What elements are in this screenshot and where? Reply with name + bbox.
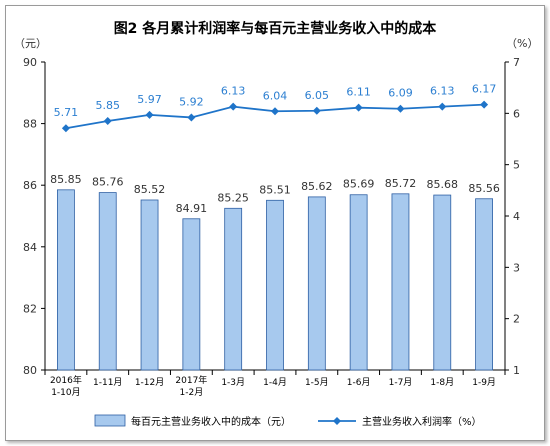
x-tick-label: 1-5月 bbox=[305, 377, 329, 388]
bar-value-label: 85.72 bbox=[385, 177, 417, 190]
x-tick-label: 1-3月 bbox=[221, 377, 245, 388]
x-tick-label: 1-12月 bbox=[135, 377, 164, 388]
line-value-label: 5.85 bbox=[95, 99, 120, 112]
legend-line-label: 主营业务收入利润率（%） bbox=[362, 415, 482, 428]
bar bbox=[475, 198, 493, 371]
bar-value-label: 85.62 bbox=[301, 180, 333, 193]
left-tick-label: 82 bbox=[23, 302, 37, 315]
x-tick-label: 1-6月 bbox=[347, 377, 371, 388]
bar-value-label: 85.56 bbox=[468, 182, 500, 195]
x-tick-label: 2017年 bbox=[175, 374, 207, 386]
left-tick-label: 88 bbox=[23, 118, 37, 131]
line-point bbox=[229, 102, 238, 111]
bar bbox=[391, 193, 410, 371]
x-tick-label: 1-8月 bbox=[430, 377, 454, 388]
bar-value-label: 84.91 bbox=[176, 202, 208, 215]
x-tick-label: 1-2月 bbox=[180, 387, 204, 398]
legend-bar-swatch bbox=[94, 414, 126, 427]
line-point bbox=[396, 104, 405, 113]
line-value-label: 6.13 bbox=[221, 85, 246, 98]
bar bbox=[307, 196, 326, 371]
line-point bbox=[271, 107, 279, 116]
left-tick-label: 84 bbox=[23, 241, 37, 254]
line-value-label: 6.13 bbox=[430, 85, 455, 98]
legend-line-marker bbox=[333, 417, 341, 425]
line-value-label: 6.05 bbox=[305, 89, 330, 102]
x-tick-label: 1-4月 bbox=[263, 377, 287, 388]
legend: 每百元主营业务收入中的成本（元） 主营业务收入利润率（%） bbox=[94, 414, 482, 428]
chart-title: 图2 各月累计利润率与每百元主营业务收入中的成本 bbox=[114, 20, 438, 37]
line-value-label: 6.17 bbox=[472, 83, 497, 96]
line-point bbox=[480, 100, 489, 109]
left-tick-label: 86 bbox=[23, 179, 37, 192]
bar-value-label: 85.52 bbox=[134, 183, 166, 196]
bar-value-label: 85.51 bbox=[259, 183, 291, 196]
line-point bbox=[438, 102, 447, 111]
left-tick-label: 80 bbox=[23, 364, 37, 377]
right-tick-label: 7 bbox=[513, 56, 520, 69]
x-tick-label: 1-11月 bbox=[93, 377, 122, 388]
line-value-label: 6.04 bbox=[263, 89, 288, 102]
line-point bbox=[187, 113, 196, 122]
line-value-label: 6.09 bbox=[388, 87, 413, 100]
right-axis-unit: （%） bbox=[506, 37, 538, 50]
line-point bbox=[354, 103, 363, 112]
left-axis-unit: （元） bbox=[14, 37, 47, 50]
line-value-label: 6.11 bbox=[346, 86, 371, 99]
bar-value-label: 85.69 bbox=[343, 178, 375, 191]
legend-bar-label: 每百元主营业务收入中的成本（元） bbox=[131, 415, 291, 428]
bar bbox=[349, 194, 368, 371]
bar-value-label: 85.68 bbox=[427, 178, 459, 191]
line-point bbox=[145, 110, 154, 119]
right-tick-label: 5 bbox=[513, 159, 520, 172]
line-value-label: 5.97 bbox=[137, 93, 162, 106]
line-value-label: 5.71 bbox=[54, 106, 79, 119]
bar-value-label: 85.85 bbox=[50, 173, 82, 186]
bar-value-label: 85.76 bbox=[92, 176, 124, 189]
x-tick-label: 1-9月 bbox=[472, 377, 496, 388]
bar bbox=[433, 194, 452, 371]
right-tick-label: 3 bbox=[513, 261, 520, 274]
right-tick-label: 6 bbox=[513, 107, 520, 120]
bar bbox=[140, 199, 159, 371]
line-point bbox=[61, 124, 70, 133]
right-tick-label: 2 bbox=[513, 313, 520, 326]
right-tick-label: 4 bbox=[513, 210, 520, 223]
line-point bbox=[312, 106, 321, 115]
line-value-label: 5.92 bbox=[179, 95, 204, 108]
bar-value-label: 85.25 bbox=[217, 191, 249, 204]
bar bbox=[182, 218, 201, 371]
x-tick-label: 1-7月 bbox=[389, 377, 413, 388]
bar bbox=[266, 199, 284, 371]
x-tick-label: 1-10月 bbox=[51, 387, 80, 398]
left-tick-label: 90 bbox=[23, 56, 37, 69]
right-tick-label: 1 bbox=[513, 364, 520, 377]
x-tick-label: 2016年 bbox=[50, 374, 82, 386]
line-point bbox=[103, 117, 112, 126]
bar bbox=[57, 189, 75, 371]
bar bbox=[98, 192, 117, 371]
bar bbox=[224, 207, 243, 371]
